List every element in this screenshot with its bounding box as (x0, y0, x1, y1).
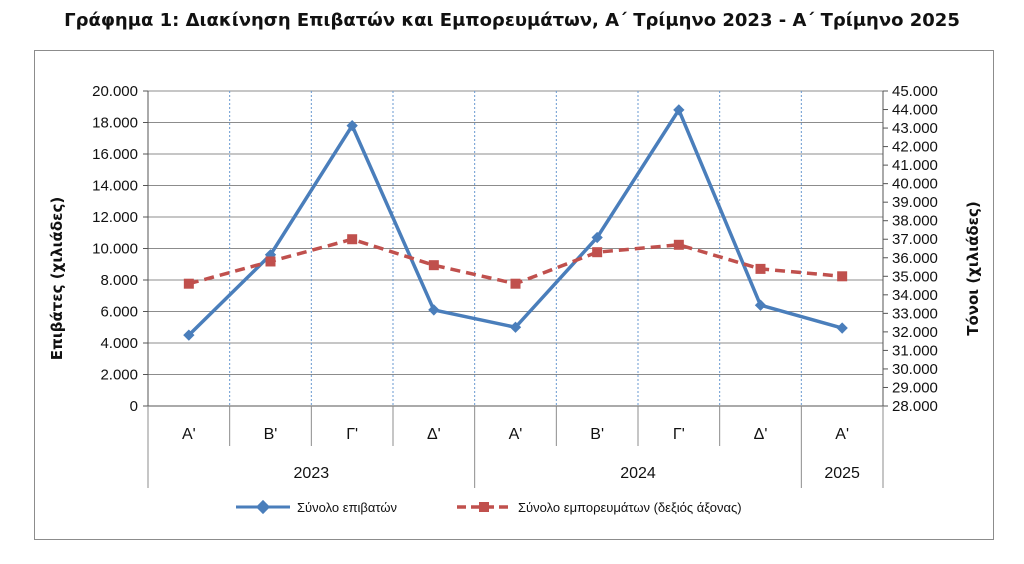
legend-passengers-label: Σύνολο επιβατών (297, 500, 397, 515)
legend-freight-label: Σύνολο εμπορευμάτων (δεξιός άξονας) (518, 500, 742, 515)
right-axis-tick-label: 31.000 (892, 342, 938, 359)
x-axis-category-label: Α' (509, 426, 523, 443)
right-axis-tick-label: 44.000 (892, 102, 938, 119)
freight-point (673, 239, 684, 250)
x-axis-category-label: Α' (182, 426, 196, 443)
axis-labels: 0 2.000 4.000 6.000 8.000 10.000 12.000 14.000 1… (48, 83, 982, 482)
right-axis-title: Τόνοι (χιλιάδες) (964, 201, 982, 336)
x-axis-category-label: Γ' (673, 426, 685, 443)
x-axis-year-label: 2025 (824, 465, 860, 482)
left-axis-tick-label: 14.000 (92, 178, 138, 195)
x-axis-category-label: Β' (590, 426, 604, 443)
freight-point (592, 247, 603, 258)
chart-frame (34, 50, 994, 540)
x-axis-category-label: Γ' (346, 426, 358, 443)
axes (143, 90, 888, 488)
freight-point (755, 263, 766, 274)
passengers-point (754, 299, 767, 311)
right-axis-tick-label: 41.000 (892, 157, 938, 174)
right-axis-tick-label: 45.000 (892, 83, 938, 100)
left-axis-tick-label: 2.000 (100, 367, 138, 384)
right-axis-tick-label: 30.000 (892, 361, 938, 378)
right-axis-tick-label: 39.000 (892, 194, 938, 211)
freight-point (510, 278, 521, 289)
passengers-point (509, 321, 522, 333)
right-axis-tick-label: 43.000 (892, 120, 938, 137)
right-axis-tick-label: 37.000 (892, 231, 938, 248)
x-axis-category-label: Δ' (754, 426, 768, 443)
left-axis-tick-label: 16.000 (92, 146, 138, 163)
right-axis-tick-label: 38.000 (892, 213, 938, 230)
right-axis-tick-label: 32.000 (892, 324, 938, 341)
left-axis-tick-label: 10.000 (92, 241, 138, 258)
passengers-point (428, 304, 440, 316)
left-axis-tick-label: 18.000 (92, 115, 138, 132)
x-axis-category-label: Β' (264, 426, 278, 443)
freight-point (265, 256, 276, 267)
x-axis-year-label: 2024 (620, 465, 656, 482)
x-axis-category-label: Δ' (427, 426, 441, 443)
left-axis-tick-label: 8.000 (100, 272, 138, 289)
freight-line (188, 237, 843, 286)
passengers-point (591, 231, 603, 244)
chart-title: Γράφημα 1: Διακίνηση Επιβατών και Εμπορε… (64, 10, 960, 31)
passengers-point (183, 329, 195, 341)
freight-point (183, 278, 194, 289)
left-axis-tick-label: 20.000 (92, 83, 138, 100)
right-axis-tick-label: 29.000 (892, 379, 938, 396)
legend: Σύνολο επιβατών Σύνολο εμπορευμάτων (δεξ… (236, 499, 742, 515)
left-axis-tick-label: 4.000 (100, 335, 138, 352)
freight-point (837, 271, 848, 282)
left-axis-tick-label: 12.000 (92, 209, 138, 226)
right-axis-tick-label: 40.000 (892, 176, 938, 193)
legend-freight-marker (479, 502, 489, 512)
freight-point (428, 260, 439, 271)
x-axis-category-label: Α' (835, 426, 849, 443)
left-axis-title: Επιβάτες (χιλιάδες) (48, 197, 66, 360)
right-axis-tick-label: 34.000 (892, 287, 938, 304)
left-axis-tick-label: 0 (130, 398, 138, 415)
right-axis-tick-label: 35.000 (892, 268, 938, 285)
passengers-line (187, 108, 843, 337)
passengers-point (836, 322, 848, 334)
grid-lines (148, 90, 883, 406)
legend-passengers-marker (255, 499, 271, 515)
left-axis-tick-label: 6.000 (100, 304, 138, 321)
right-axis-tick-label: 33.000 (892, 305, 938, 322)
right-axis-tick-label: 28.000 (892, 398, 938, 415)
right-axis-tick-label: 42.000 (892, 139, 938, 156)
x-axis-year-label: 2023 (294, 465, 330, 482)
right-axis-tick-label: 36.000 (892, 250, 938, 267)
freight-point (347, 234, 358, 245)
series-lines (183, 104, 848, 341)
